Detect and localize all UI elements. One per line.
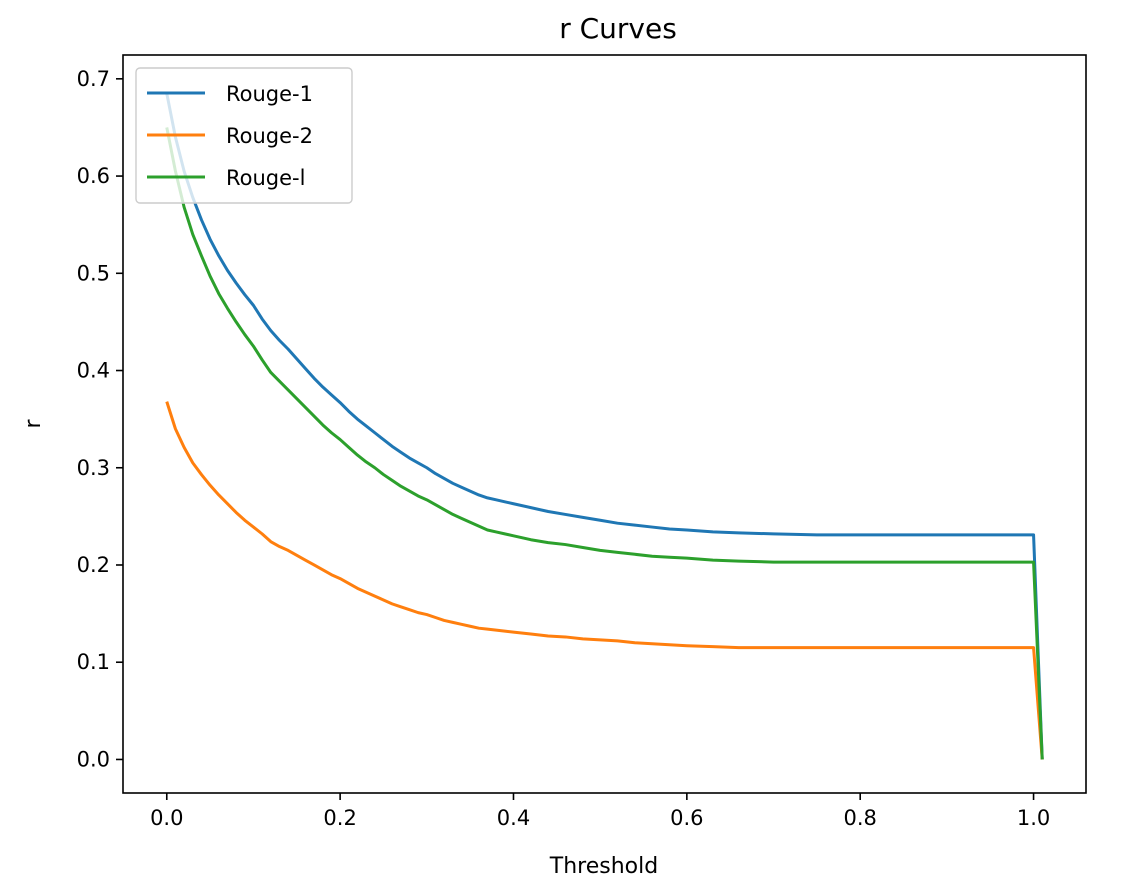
legend: Rouge-1 Rouge-2 Rouge-l: [135, 67, 353, 204]
y-tick-label: 0.1: [77, 650, 110, 674]
x-tick-label: 1.0: [1017, 806, 1050, 830]
y-tick-label: 0.2: [77, 553, 110, 577]
x-tick-label: 0.6: [670, 806, 703, 830]
legend-box: [135, 67, 353, 204]
y-tick-label: 0.0: [77, 747, 110, 771]
y-tick-label: 0.3: [77, 456, 110, 480]
x-tick-label: 0.0: [150, 806, 183, 830]
y-tick-label: 0.4: [77, 359, 110, 383]
chart-title: r Curves: [559, 12, 677, 45]
x-tick-label: 0.4: [497, 806, 530, 830]
series-line-rouge-l: [165, 127, 1044, 760]
y-tick-label: 0.6: [77, 164, 110, 188]
x-tick-label: 0.2: [323, 806, 356, 830]
series-line-rouge-1: [165, 93, 1044, 760]
x-tick-label: 0.8: [843, 806, 876, 830]
y-axis-label: r: [21, 419, 46, 429]
legend-label: Rouge-1: [226, 82, 313, 106]
y-axis-ticks: 0.0 0.1 0.2 0.3 0.4 0.5 0.6 0.7: [77, 67, 123, 771]
legend-label: Rouge-2: [226, 124, 313, 148]
plot-frame: [122, 54, 1087, 794]
x-axis-label: Threshold: [549, 854, 658, 879]
y-tick-label: 0.5: [77, 261, 110, 285]
x-axis-ticks: 0.0 0.2 0.4 0.6 0.8 1.0: [150, 793, 1050, 830]
legend-label: Rouge-l: [226, 166, 305, 190]
y-tick-label: 0.7: [77, 67, 110, 91]
series-line-rouge-2: [165, 401, 1044, 760]
series-layer: [165, 93, 1044, 760]
